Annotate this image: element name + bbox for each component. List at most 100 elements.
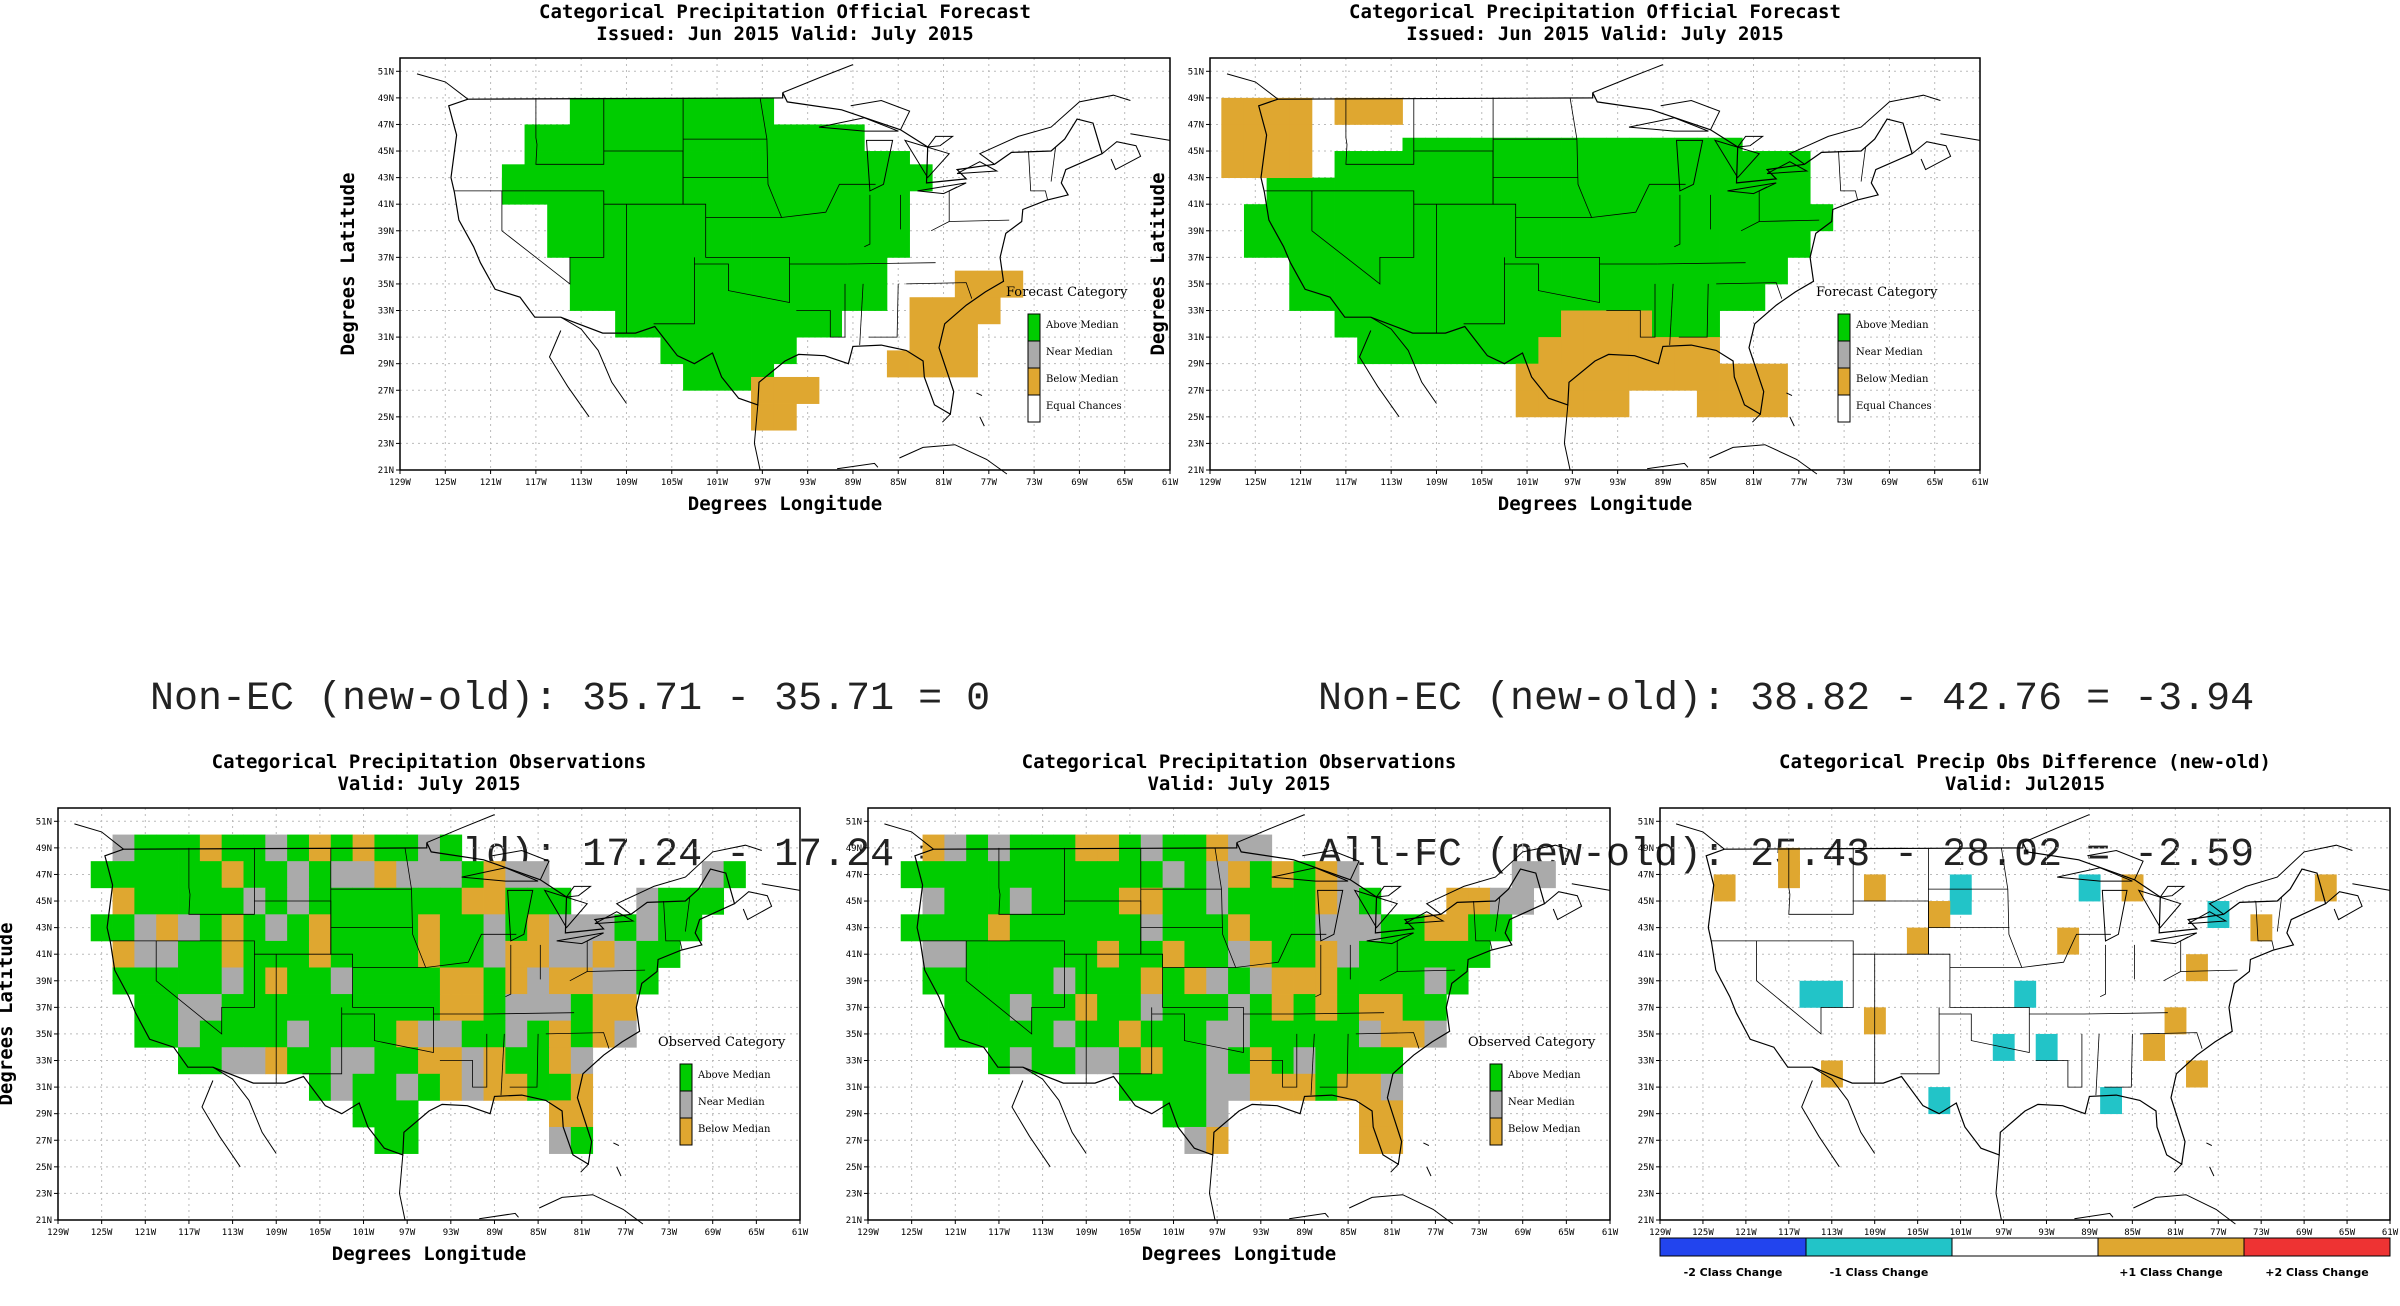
grid-cell bbox=[396, 967, 419, 995]
grid-cell bbox=[374, 1073, 397, 1101]
grid-cell bbox=[1206, 967, 1229, 995]
grid-cell bbox=[1764, 177, 1788, 205]
grid-cell bbox=[1651, 151, 1675, 179]
y-tick-label: 41N bbox=[1638, 950, 1654, 960]
grid-cell bbox=[1493, 177, 1517, 205]
grid-cell bbox=[705, 177, 729, 205]
grid-cell bbox=[374, 1126, 397, 1154]
grid-cell bbox=[461, 940, 484, 968]
grid-cell bbox=[614, 940, 637, 968]
grid-cell bbox=[1359, 1073, 1382, 1101]
legend-label: Below Median bbox=[1508, 1124, 1581, 1135]
grid-cell bbox=[1380, 967, 1404, 995]
grid-cell bbox=[909, 164, 933, 192]
grid-cell bbox=[549, 887, 572, 915]
y-tick-label: 25N bbox=[1188, 413, 1204, 423]
grid-cell bbox=[199, 1020, 223, 1048]
grid-cell bbox=[1359, 940, 1382, 968]
grid-cell bbox=[1000, 270, 1024, 298]
grid-cell bbox=[330, 861, 354, 889]
grid-cell bbox=[1118, 1020, 1142, 1048]
grid-cell bbox=[439, 1073, 463, 1101]
grid-cell bbox=[1719, 390, 1743, 418]
grid-cell bbox=[1742, 204, 1766, 232]
grid-cell bbox=[1289, 151, 1313, 179]
x-tick-label: 125W bbox=[91, 1228, 113, 1238]
grid-cell bbox=[637, 124, 661, 152]
legend-swatch bbox=[679, 1090, 693, 1119]
map-lines bbox=[74, 814, 801, 1225]
grid-cell bbox=[966, 1020, 989, 1048]
grid-cell bbox=[1583, 390, 1607, 418]
y-tick-label: 47N bbox=[1188, 120, 1204, 130]
colorbar-label: -1 Class Change bbox=[1830, 1266, 1929, 1279]
grid-cell bbox=[1674, 337, 1698, 365]
grid-cell bbox=[549, 1047, 572, 1075]
map-lines bbox=[416, 64, 1171, 475]
grid-cell bbox=[966, 967, 989, 995]
x-tick-label: 93W bbox=[1610, 478, 1627, 488]
chart-observations-new: Categorical Precipitation Observations Va… bbox=[810, 750, 1630, 1270]
y-tick-label: 47N bbox=[1638, 870, 1654, 880]
y-tick-label: 29N bbox=[846, 1110, 862, 1120]
grid-cell bbox=[221, 834, 244, 862]
y-tick-label: 51N bbox=[1188, 67, 1204, 77]
grid-cell bbox=[977, 270, 1001, 298]
grid-cell bbox=[1359, 914, 1382, 942]
x-tick-label: 125W bbox=[434, 478, 456, 488]
grid-cell bbox=[549, 994, 572, 1022]
grid-cell bbox=[439, 1020, 463, 1048]
grid-cell bbox=[1742, 230, 1766, 258]
grid-cell bbox=[615, 97, 639, 125]
grid-cell bbox=[1206, 887, 1229, 915]
grid-cell bbox=[637, 283, 661, 311]
grid-cell bbox=[570, 1126, 594, 1154]
grid-cell bbox=[1228, 914, 1251, 942]
legend: Observed Category Above Median Near Median… bbox=[1468, 1035, 1596, 1146]
grid-cell bbox=[977, 297, 1001, 325]
grid-cell bbox=[461, 967, 484, 995]
x-tick-label: 89W bbox=[486, 1228, 503, 1238]
grid-cell bbox=[547, 230, 571, 258]
grid-cell bbox=[1674, 204, 1698, 232]
grid-cell bbox=[1538, 151, 1562, 179]
grid-cell bbox=[418, 1020, 441, 1048]
grid-cell bbox=[330, 887, 354, 915]
grid-cell bbox=[1266, 124, 1290, 152]
grid-cell bbox=[1031, 887, 1054, 915]
legend: Forecast Category Above Median Near Median… bbox=[1006, 285, 1128, 423]
grid-cell bbox=[1380, 940, 1404, 968]
grid-cell bbox=[1583, 204, 1607, 232]
grid-cell bbox=[922, 834, 945, 862]
grid-cell bbox=[1271, 994, 1294, 1022]
y-tick-label: 43N bbox=[846, 924, 862, 934]
x-tick-label: 113W bbox=[1380, 478, 1402, 488]
grid-cell bbox=[1140, 861, 1164, 889]
grid-cell bbox=[796, 257, 820, 285]
grid-cell bbox=[1447, 230, 1471, 258]
grid-cell bbox=[1289, 257, 1313, 285]
grid-cell bbox=[944, 887, 967, 915]
grid-cell bbox=[1468, 914, 1491, 942]
grid-cell bbox=[1228, 967, 1251, 995]
grid-cell bbox=[2314, 874, 2337, 902]
grid-cell bbox=[1380, 914, 1404, 942]
x-tick-label: 97W bbox=[1995, 1228, 2012, 1238]
grid-cell bbox=[1118, 1047, 1142, 1075]
grid-cell bbox=[864, 257, 888, 285]
grid-cell bbox=[1118, 1073, 1142, 1101]
grid-cell bbox=[1628, 363, 1653, 391]
grid-cell bbox=[922, 861, 945, 889]
x-tick-label: 77W bbox=[2210, 1228, 2227, 1238]
legend: Observed Category Above Median Near Median… bbox=[658, 1035, 786, 1146]
grid-cell bbox=[909, 323, 933, 351]
y-tick-label: 47N bbox=[36, 870, 52, 880]
grid-cell bbox=[1742, 151, 1766, 179]
grid-cell bbox=[900, 861, 923, 889]
grid-cell bbox=[1446, 887, 1469, 915]
legend-label: Equal Chances bbox=[1856, 401, 1932, 412]
x-tick-label: 65W bbox=[1927, 478, 1944, 488]
grid-cell bbox=[864, 204, 888, 232]
x-tick-label: 69W bbox=[2296, 1228, 2313, 1238]
grid-cell bbox=[352, 1020, 375, 1048]
